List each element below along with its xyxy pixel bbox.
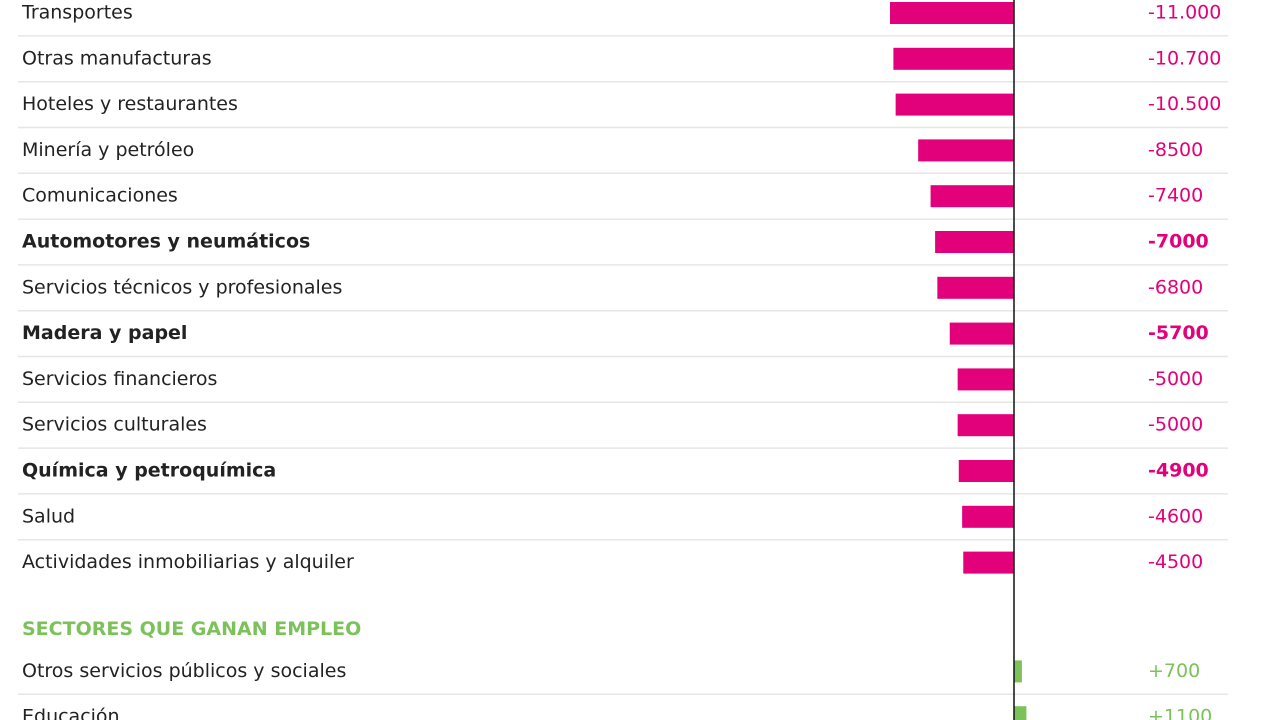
category-label: Madera y papel — [22, 322, 187, 344]
category-label: Educación — [22, 706, 120, 720]
value-label: -5000 — [1148, 368, 1203, 390]
value-label: +700 — [1148, 660, 1200, 682]
value-label: -10.500 — [1148, 93, 1221, 115]
category-label: Química y petroquímica — [22, 460, 276, 482]
category-label: Actividades inmobiliarias y alquiler — [22, 551, 354, 573]
bar — [930, 185, 1014, 208]
category-label: Otras manufacturas — [22, 47, 212, 69]
category-label: Servicios culturales — [22, 414, 207, 436]
bar — [1014, 706, 1027, 720]
value-label: -6800 — [1148, 276, 1203, 298]
bar — [893, 47, 1014, 70]
value-label: -4600 — [1148, 505, 1203, 527]
bar — [1014, 660, 1022, 683]
category-label: Minería y petróleo — [22, 139, 194, 161]
category-label: Servicios financieros — [22, 368, 217, 390]
category-label: Otros servicios públicos y sociales — [22, 660, 346, 682]
category-label: Hoteles y restaurantes — [22, 93, 238, 115]
bar — [949, 322, 1014, 345]
value-label: -7400 — [1148, 185, 1203, 207]
category-label: Automotores y neumáticos — [22, 231, 310, 253]
category-label: Salud — [22, 505, 75, 527]
category-label: Transportes — [21, 2, 133, 24]
bar — [918, 139, 1014, 162]
bar — [963, 551, 1014, 574]
bar — [958, 460, 1014, 482]
value-label: -11.000 — [1148, 2, 1221, 24]
bar — [937, 276, 1014, 299]
value-label: -5700 — [1148, 322, 1209, 344]
bar — [962, 505, 1014, 528]
bar — [957, 368, 1014, 391]
value-label: +1100 — [1148, 706, 1212, 720]
section-title: SECTORES QUE GANAN EMPLEO — [22, 618, 361, 640]
value-label: -8500 — [1148, 139, 1203, 161]
value-label: -4500 — [1148, 551, 1203, 573]
category-label: Comunicaciones — [22, 185, 178, 207]
category-label: Servicios técnicos y profesionales — [22, 276, 342, 298]
bar — [957, 414, 1014, 437]
bar — [895, 93, 1014, 116]
value-label: -4900 — [1148, 460, 1209, 482]
bar — [935, 231, 1014, 253]
value-label: -7000 — [1148, 231, 1209, 253]
value-label: -5000 — [1148, 414, 1203, 436]
value-label: -10.700 — [1148, 47, 1221, 69]
bar — [890, 2, 1014, 24]
